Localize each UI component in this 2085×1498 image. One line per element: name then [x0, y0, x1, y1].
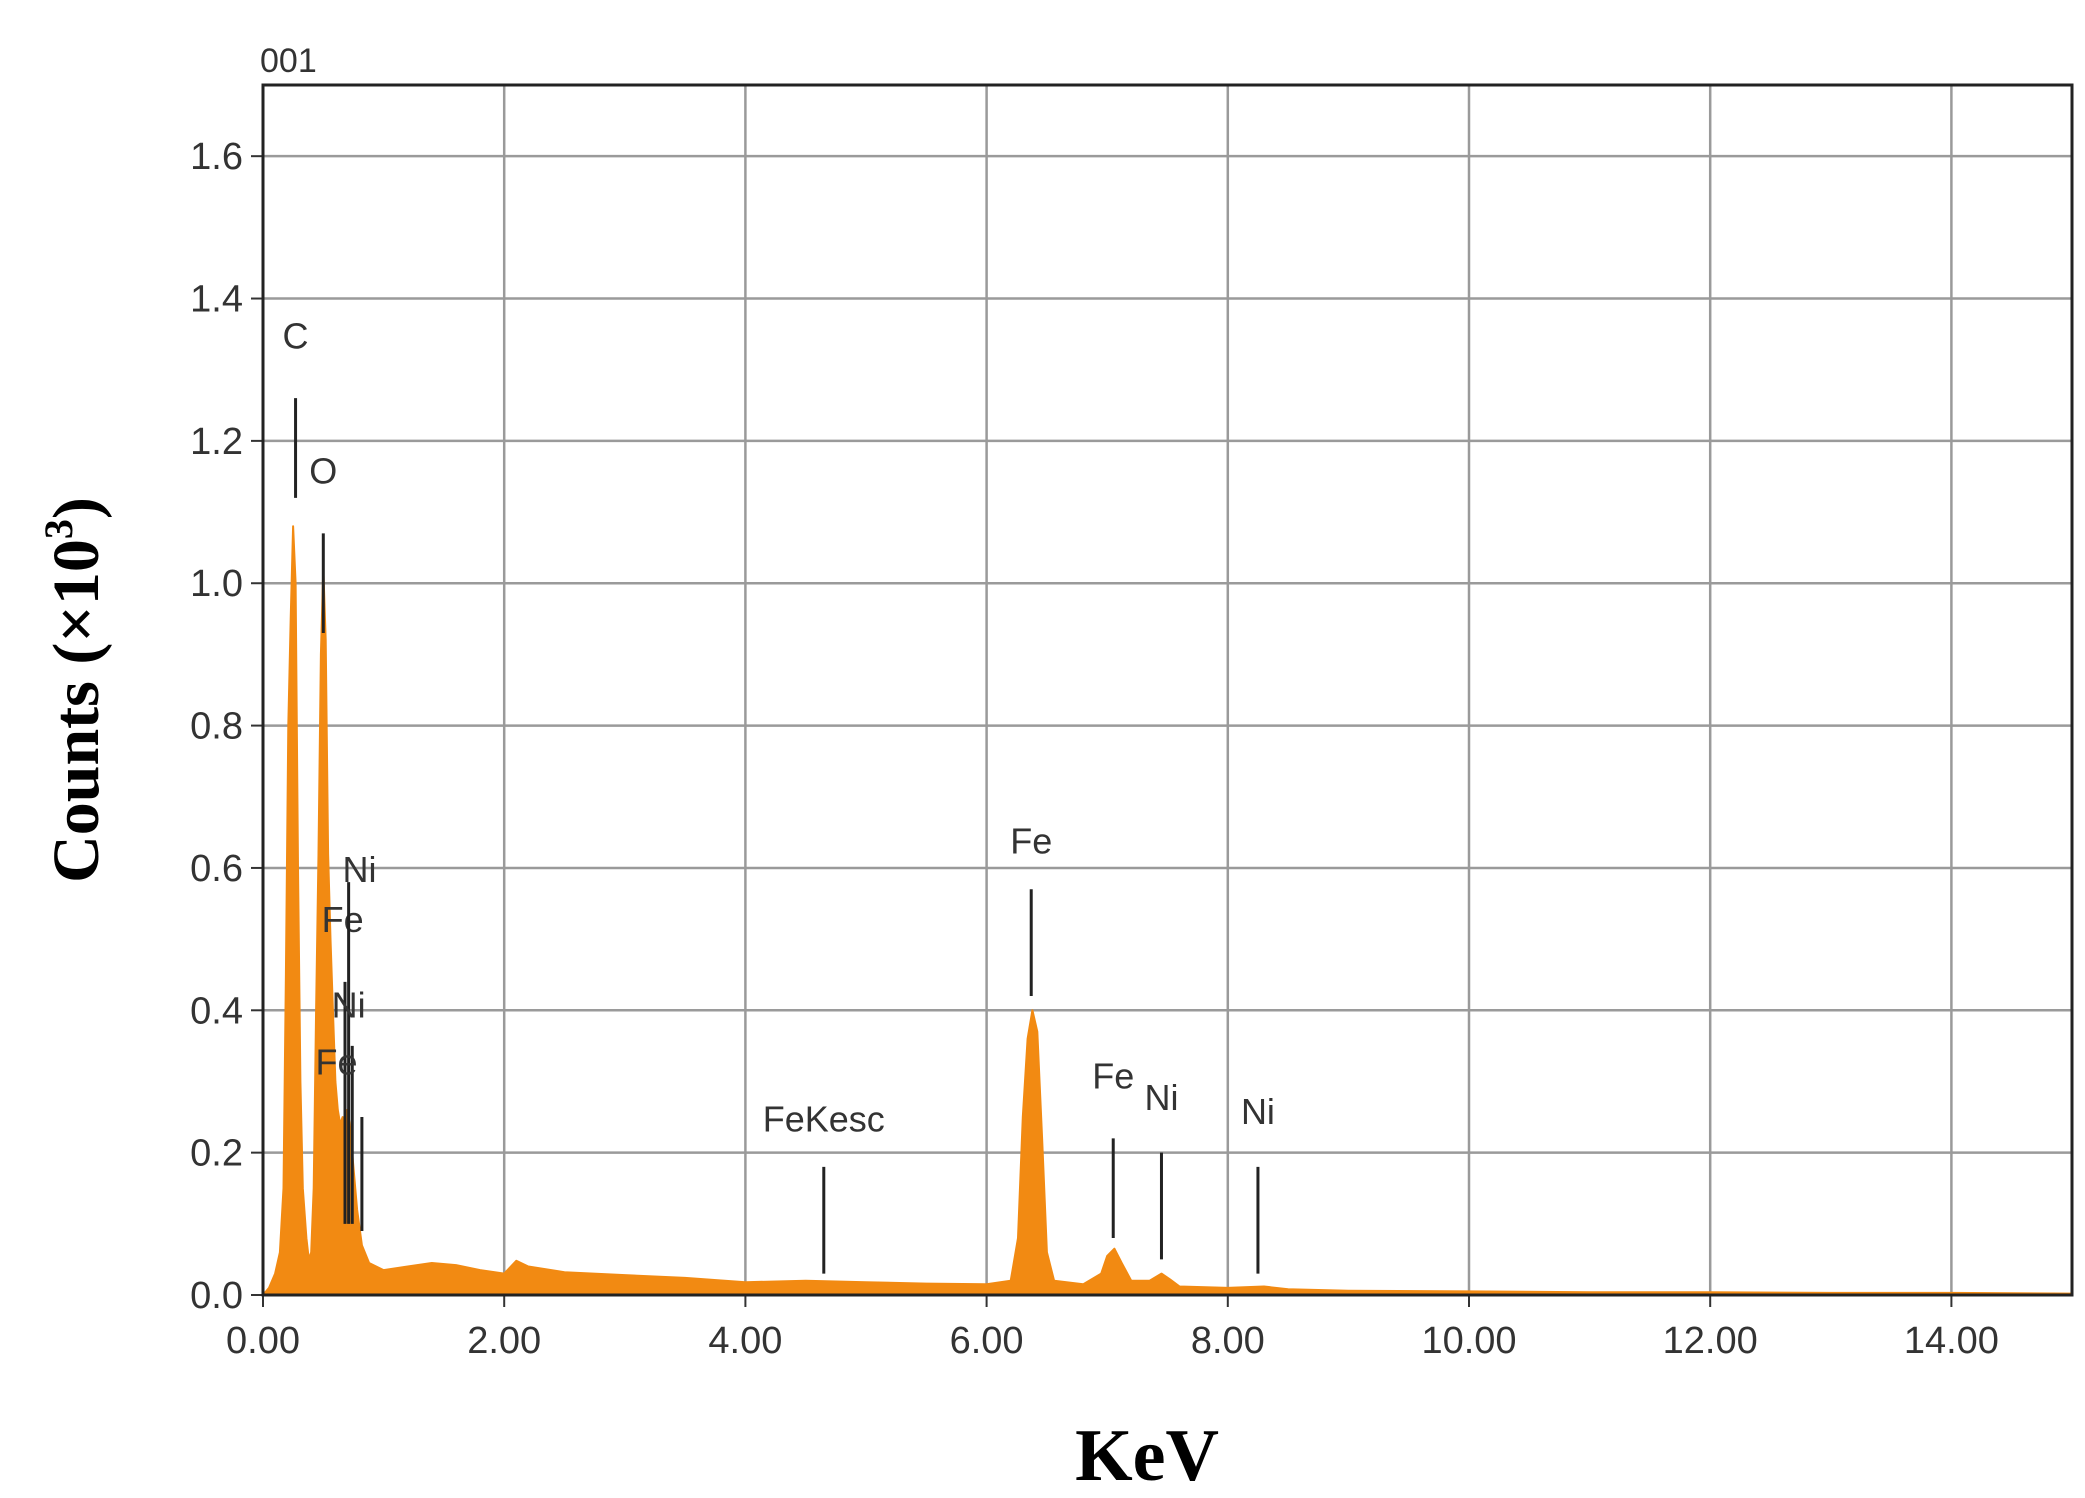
y-axis-title-close: ) [40, 497, 113, 519]
peak-label-9: Ni [1144, 1077, 1178, 1118]
x-tick-label-5: 10.00 [1421, 1320, 1516, 1362]
x-tick-label-7: 14.00 [1904, 1320, 1999, 1362]
axis-ticks: 0.00 2.00 4.00 6.00 8.00 10.00 12.00 14.00 0.0 0.… [190, 136, 1999, 1362]
spectrum [262, 525, 2073, 1296]
y-tick-label-7: 1.4 [190, 279, 243, 321]
y-axis-title: Counts (×103) [36, 497, 113, 883]
spectrum-area [262, 525, 2073, 1296]
y-tick-label-3: 0.6 [190, 848, 243, 890]
peak-label-4: Ni [332, 984, 366, 1025]
y-tick-label-0: 0.0 [190, 1275, 243, 1317]
peak-label-3: Ni [342, 849, 376, 890]
x-tick-label-6: 12.00 [1663, 1320, 1758, 1362]
peak-label-10: Ni [1241, 1091, 1275, 1132]
y-tick-label-5: 1.0 [190, 563, 243, 605]
grid [261, 85, 2072, 1297]
x-axis-title: KeV [1075, 1415, 1219, 1497]
x-tick-label-3: 6.00 [950, 1320, 1024, 1362]
peak-label-6: FeKesc [763, 1098, 885, 1139]
y-tick-label-2: 0.4 [190, 990, 243, 1032]
plot-frame [261, 83, 2074, 1297]
peak-label-7: Fe [1010, 821, 1052, 862]
y-tick-label-6: 1.2 [190, 421, 243, 463]
peak-label-0: C [283, 315, 309, 356]
x-tick-label-0: 0.00 [226, 1320, 300, 1362]
y-tick-label-4: 0.8 [190, 706, 243, 748]
y-tick-label-1: 0.2 [190, 1133, 243, 1175]
peak-label-2: Fe [322, 899, 364, 940]
y-axis-title-main: Counts (×10 [40, 539, 113, 883]
peak-label-5: Fe [316, 1041, 358, 1082]
y-tick-label-8: 1.6 [190, 136, 243, 178]
chart-title: 001 [260, 42, 317, 80]
peak-label-1: O [309, 451, 337, 492]
x-tick-label-1: 2.00 [467, 1320, 541, 1362]
y-axis-title-sup: 3 [36, 519, 81, 539]
x-tick-label-4: 8.00 [1191, 1320, 1265, 1362]
peak-label-8: Fe [1092, 1056, 1134, 1097]
x-tick-label-2: 4.00 [708, 1320, 782, 1362]
